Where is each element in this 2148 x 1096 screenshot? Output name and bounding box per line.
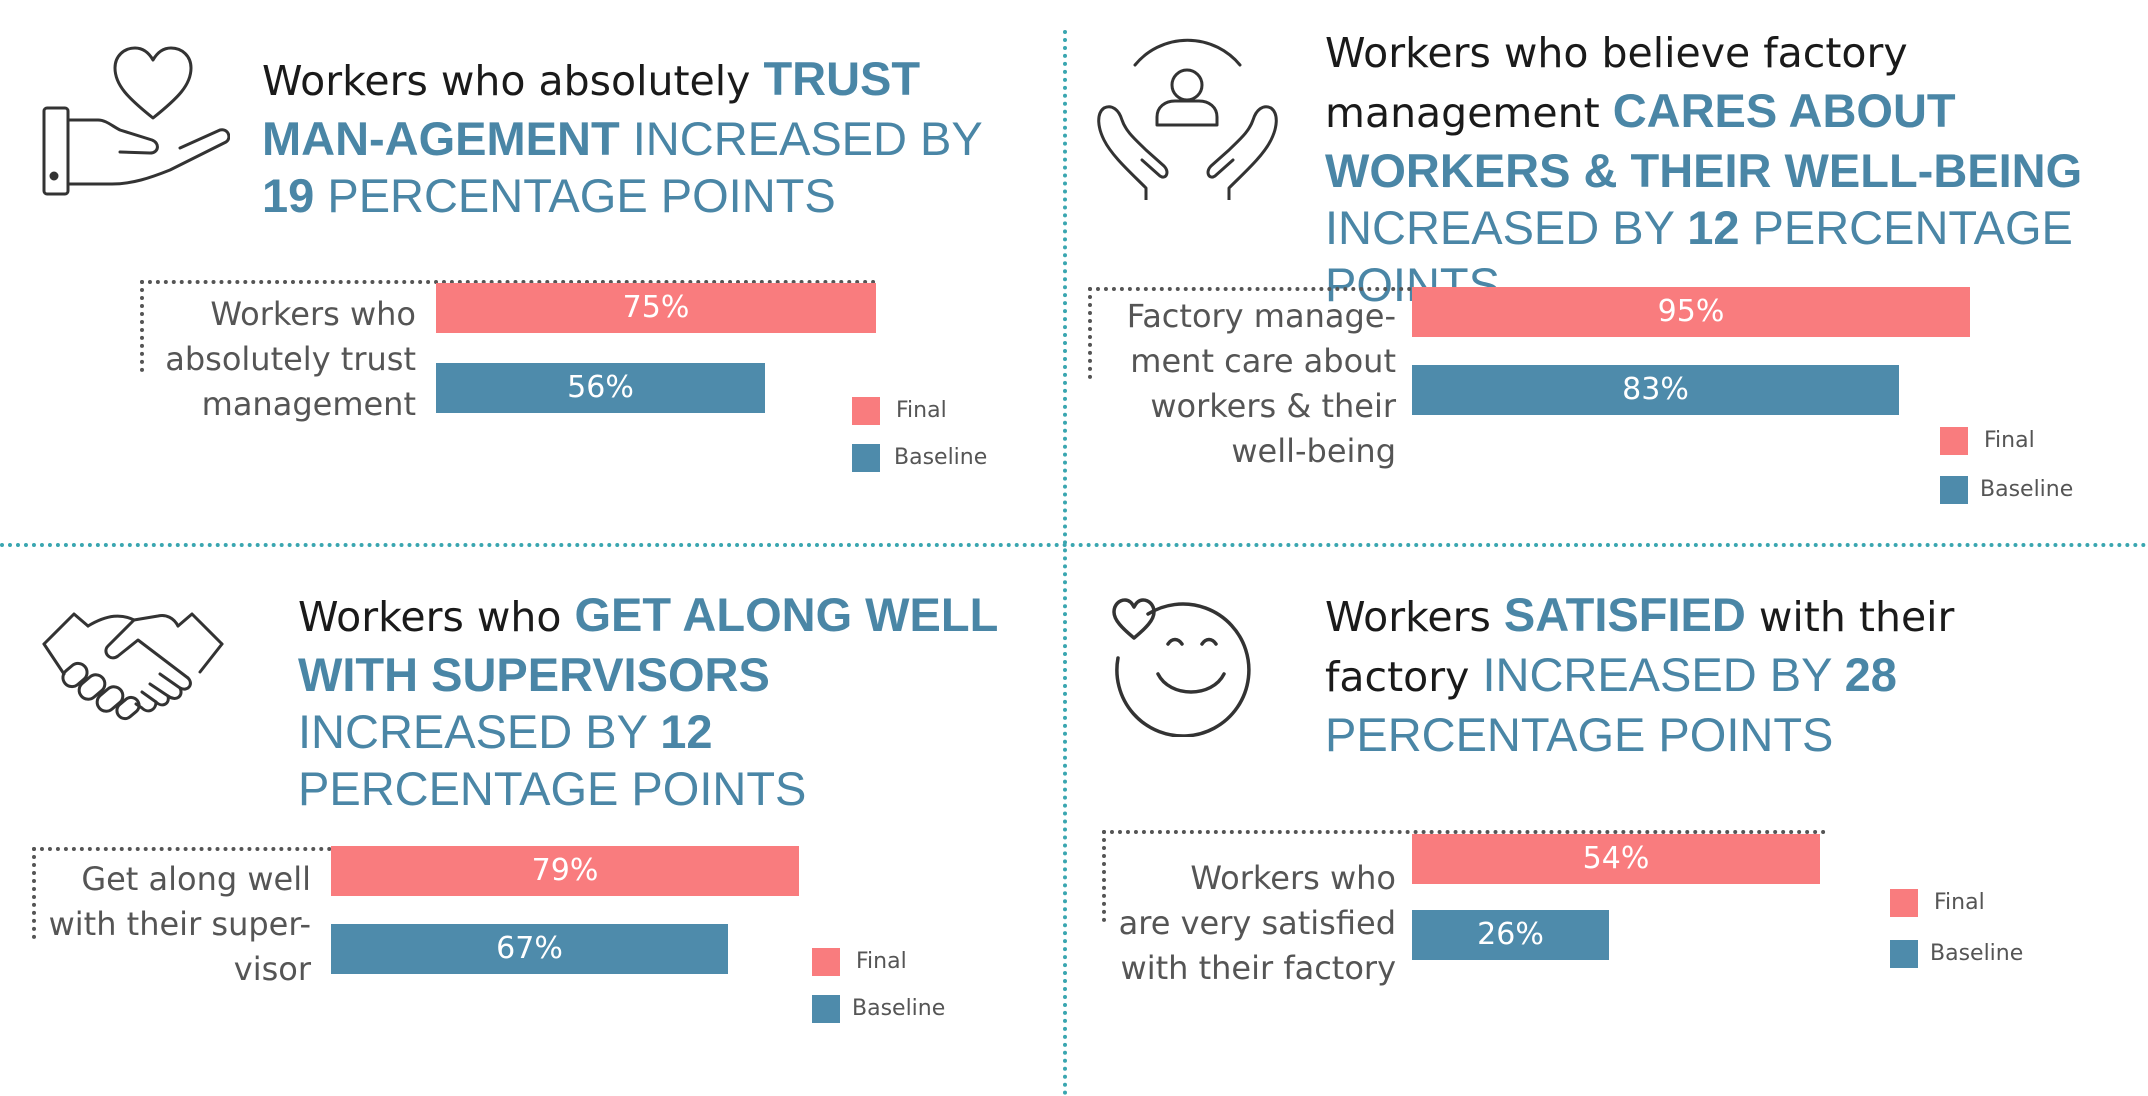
label-bracket (1102, 830, 1826, 922)
legend-baseline-swatch (812, 995, 840, 1023)
legend-final-swatch (1890, 889, 1918, 917)
legend-baseline-swatch (1940, 476, 1968, 504)
panel-3-headline: Workers who GET ALONG WELL WITH SUPERVIS… (298, 588, 998, 815)
panel-2-headline: Workers who believe factory management C… (1325, 29, 2083, 311)
legend-final-label: Final (1934, 890, 1985, 915)
baseline-bar: 83% (1412, 365, 1899, 415)
final-bar: 95% (1412, 287, 1970, 337)
legend-baseline-swatch (1890, 940, 1918, 968)
legend-final-swatch (852, 397, 880, 425)
category-label: Workers who absolutely trust management (165, 295, 416, 423)
panel-1-headline: Workers who absolutely TRUST MAN-AGEMENT… (262, 52, 982, 222)
vertical-divider (1063, 30, 1067, 1096)
baseline-bar: 26% (1412, 910, 1609, 960)
legend-baseline-swatch (852, 444, 880, 472)
label-bracket (140, 280, 876, 372)
final-bar: 79% (331, 846, 799, 896)
legend-baseline-label: Baseline (1980, 477, 2074, 502)
final-bar: 54% (1412, 834, 1820, 884)
legend-final-swatch (812, 948, 840, 976)
legend-final-label: Final (1984, 428, 2035, 453)
final-bar: 75% (436, 283, 876, 333)
legend-final-label: Final (896, 398, 947, 423)
legend-baseline-label: Baseline (1930, 941, 2024, 966)
baseline-bar: 67% (331, 924, 728, 974)
smiley-with-heart-icon (1108, 592, 1258, 737)
category-label: Get along well with their super-visor (48, 860, 311, 988)
baseline-bar: 56% (436, 363, 765, 413)
category-label: Factory manage-ment care about workers & … (1126, 297, 1396, 470)
legend-final-swatch (1940, 427, 1968, 455)
heart-in-hand-icon (40, 40, 230, 200)
handshake-icon (38, 596, 228, 726)
category-label: Workers who are very satisfied with their … (1118, 859, 1396, 987)
horizontal-divider (0, 543, 2148, 547)
legend-baseline-label: Baseline (852, 996, 946, 1021)
panel-4-headline: Workers SATISFIED with their factory INC… (1325, 588, 1955, 761)
person-in-hands-icon (1090, 30, 1285, 200)
legend-baseline-label: Baseline (894, 445, 988, 470)
legend-final-label: Final (856, 949, 907, 974)
